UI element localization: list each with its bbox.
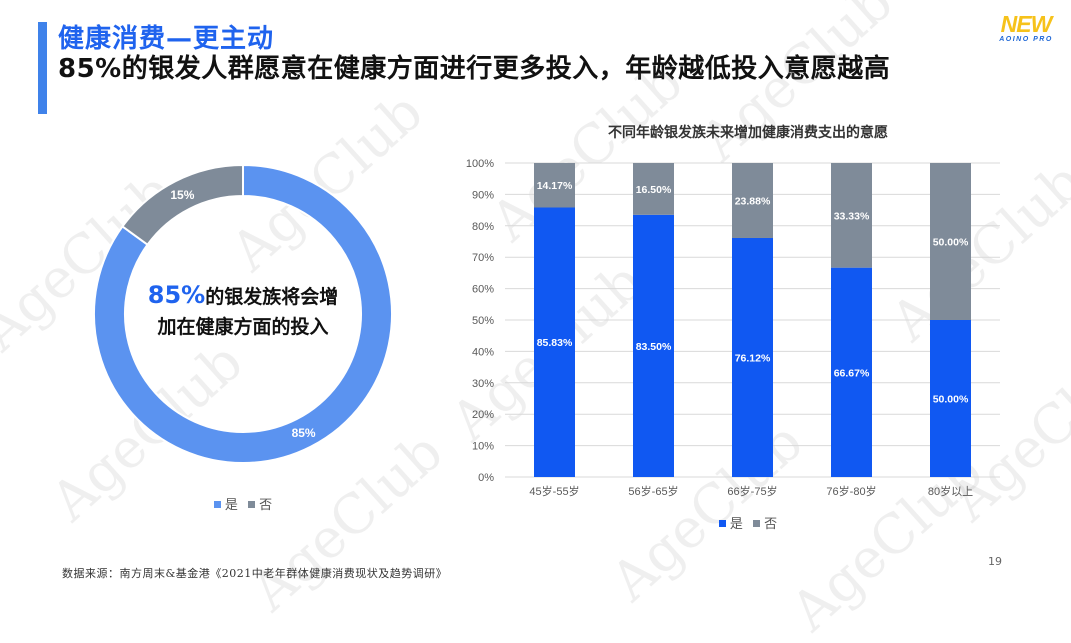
y-tick-label: 70% <box>472 252 494 264</box>
donut-data-label: 15% <box>170 188 194 202</box>
donut-slice-0 <box>93 163 393 464</box>
bar-data-label: 83.50% <box>636 341 672 353</box>
stacked-bar-chart: 0% 10% 20% 30% 40% 50% 60% 70% 80% 90% 100% 85.83% 1… <box>466 158 1000 498</box>
page-headline: 85%的银发人群愿意在健康方面进行更多投入，年龄越低投入意愿越高 <box>58 54 891 84</box>
y-tick-label: 0% <box>478 472 494 484</box>
bar-data-label: 33.33% <box>834 210 870 222</box>
page-number: 19 <box>988 555 1002 568</box>
y-tick-label: 30% <box>472 378 494 390</box>
bar-data-label: 66.67% <box>834 367 870 379</box>
y-tick-label: 10% <box>472 441 494 453</box>
donut-legend: 是 否 <box>0 494 486 513</box>
accent-bar <box>38 22 47 114</box>
y-tick-label: 100% <box>466 158 494 170</box>
bar-data-label: 16.50% <box>636 184 672 196</box>
bar-segment-no <box>534 163 575 208</box>
y-tick-label: 80% <box>472 221 494 233</box>
logo-tagline: AOINO PRO <box>999 36 1053 43</box>
legend-item-yes: 是 <box>718 513 743 532</box>
y-tick-label: 90% <box>472 189 494 201</box>
bar-data-label: 76.12% <box>735 352 771 364</box>
y-tick-label: 20% <box>472 409 494 421</box>
legend-swatch-no <box>248 501 256 508</box>
legend-swatch-yes <box>718 520 726 527</box>
donut-data-label: 85% <box>292 426 316 440</box>
x-tick-label: 45岁-55岁 <box>529 484 579 498</box>
bar-segment-yes <box>633 214 674 477</box>
donut-chart: 85% 15% <box>93 163 393 464</box>
section-subtitle: 健康消费—更主动 <box>58 24 275 54</box>
bar-segment-no <box>930 163 971 320</box>
bar-segment-yes <box>930 320 971 477</box>
data-source-note: 数据来源：南方周末&基金港《2021中老年群体健康消费现状及趋势调研》 <box>62 567 448 580</box>
donut-center-line1: 的银发族将会增 <box>205 286 339 308</box>
logo-wordmark: NEW <box>1000 11 1053 37</box>
donut-center-line2: 加在健康方面的投入 <box>157 316 329 338</box>
bar-segment-no <box>831 163 872 268</box>
legend-label-no: 否 <box>764 517 778 532</box>
bar-segment-yes <box>831 267 872 477</box>
bar-legend: 是 否 <box>478 513 1018 532</box>
x-tick-label: 80岁以上 <box>928 484 973 498</box>
legend-label-yes: 是 <box>729 517 743 532</box>
legend-swatch-no <box>753 520 761 527</box>
donut-center-highlight: 85% <box>147 281 206 309</box>
donut-center-caption: 85%的银发族将会增 加在健康方面的投入 <box>128 280 358 342</box>
legend-item-no: 否 <box>753 513 777 532</box>
y-tick-label: 50% <box>472 315 494 327</box>
bar-data-label: 14.17% <box>537 180 573 192</box>
brand-logo: NEW AOINO PRO <box>992 13 1060 49</box>
bar-data-label: 23.88% <box>735 195 771 207</box>
legend-label-no: 否 <box>259 498 273 513</box>
bar-data-label: 85.83% <box>537 337 573 349</box>
x-tick-label: 56岁-65岁 <box>628 484 678 498</box>
bar-segment-yes <box>732 237 773 477</box>
donut-slice-1 <box>121 163 244 247</box>
bar-data-label: 50.00% <box>933 394 969 406</box>
x-tick-label: 66岁-75岁 <box>727 484 777 498</box>
bar-segment-no <box>732 163 773 238</box>
bar-segment-yes <box>534 207 575 477</box>
bar-data-label: 50.00% <box>933 237 969 249</box>
legend-item-no: 否 <box>248 494 272 513</box>
legend-item-yes: 是 <box>213 494 238 513</box>
bar-chart-title: 不同年龄银发族未来增加健康消费支出的意愿 <box>608 125 888 141</box>
x-tick-label: 76岁-80岁 <box>826 484 876 498</box>
y-tick-label: 40% <box>472 346 494 358</box>
legend-label-yes: 是 <box>224 498 238 513</box>
y-tick-label: 60% <box>472 284 494 296</box>
bar-segment-no <box>633 163 674 215</box>
legend-swatch-yes <box>213 501 221 508</box>
